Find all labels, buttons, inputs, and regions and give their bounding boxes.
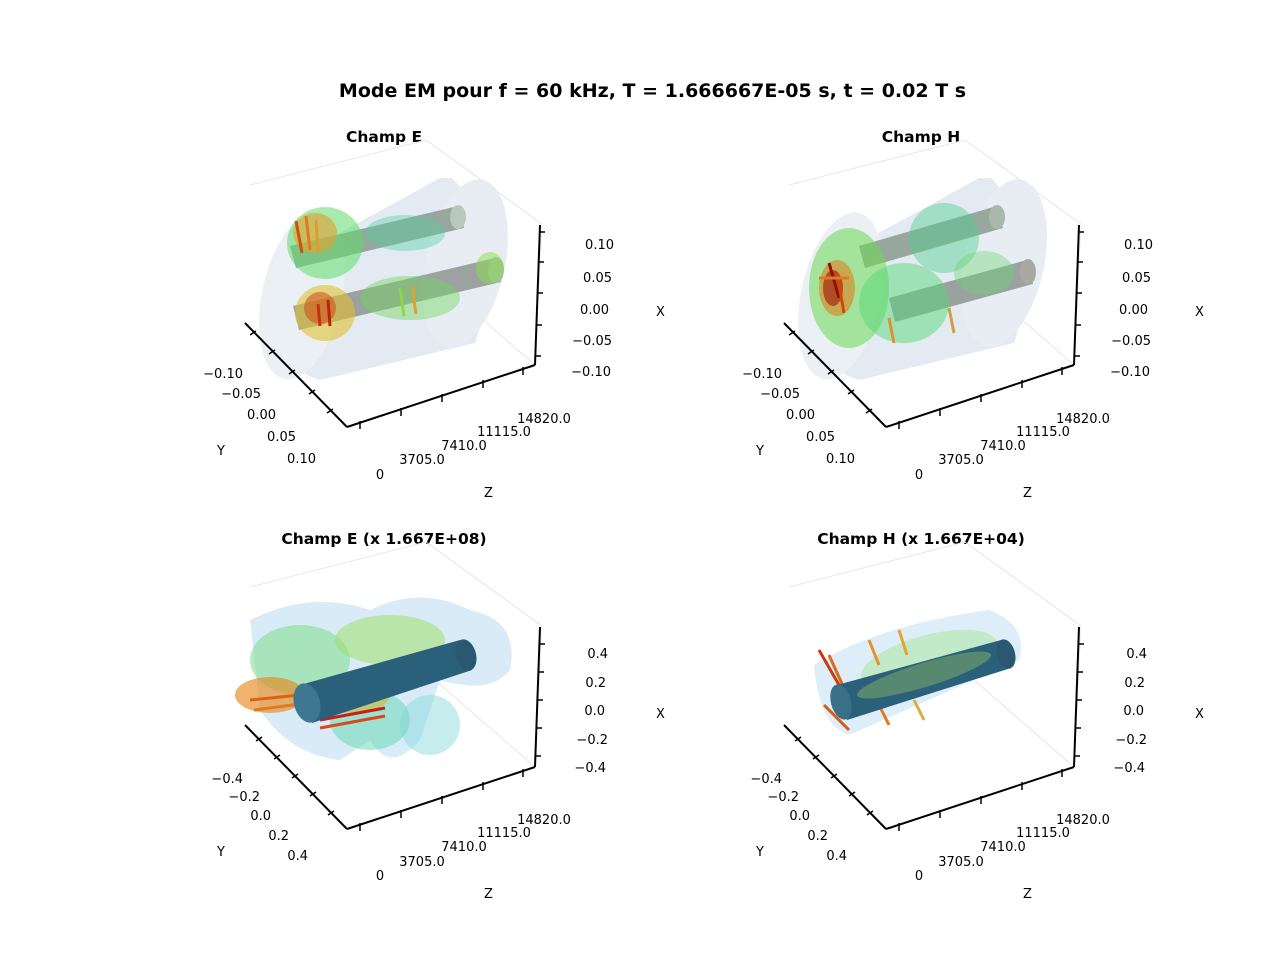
z-axis-label: Z bbox=[1023, 486, 1032, 501]
x-tick: 0.10 bbox=[585, 238, 614, 253]
x-tick: 0.00 bbox=[1119, 303, 1148, 318]
x-tick: 0.2 bbox=[1124, 676, 1145, 691]
axis-lines bbox=[783, 224, 1080, 428]
z-tick: 11115.0 bbox=[1016, 826, 1070, 841]
x-tick: 0.05 bbox=[583, 271, 612, 286]
z-tick: 14820.0 bbox=[517, 813, 571, 828]
y-axis-label: Y bbox=[756, 444, 764, 459]
subplot-champ-h-scaled: Champ H (x 1.667E+04) bbox=[729, 530, 1269, 930]
x-tick: −0.05 bbox=[1111, 334, 1151, 349]
plot-3d-area bbox=[783, 541, 1084, 831]
y-tick: −0.05 bbox=[760, 387, 800, 402]
x-axis-label: X bbox=[656, 305, 665, 320]
field-vectors bbox=[287, 207, 504, 341]
y-tick: −0.2 bbox=[767, 790, 799, 805]
x-tick: 0.00 bbox=[580, 303, 609, 318]
subplot-champ-e-scaled: Champ E (x 1.667E+08) bbox=[190, 530, 730, 930]
x-tick: 0.2 bbox=[585, 676, 606, 691]
y-axis-label: Y bbox=[217, 444, 225, 459]
plot-3d-area bbox=[235, 541, 545, 831]
subplot-title: Champ H (x 1.667E+04) bbox=[817, 530, 1025, 548]
z-tick: 11115.0 bbox=[477, 826, 531, 841]
subplot-title: Champ H bbox=[881, 128, 961, 146]
z-tick: 3705.0 bbox=[399, 453, 445, 468]
z-tick: 0 bbox=[375, 869, 385, 884]
z-tick: 14820.0 bbox=[1056, 813, 1110, 828]
x-tick: −0.4 bbox=[574, 761, 606, 776]
axis-ticks bbox=[255, 643, 545, 831]
z-axis-label: Z bbox=[484, 486, 493, 501]
plot-3d-area bbox=[244, 139, 545, 429]
y-tick: 0.00 bbox=[786, 408, 815, 423]
x-tick: −0.10 bbox=[1110, 365, 1150, 380]
inner-cylinder bbox=[830, 639, 1016, 720]
y-tick: −0.4 bbox=[211, 772, 243, 787]
subplot-title: Champ E bbox=[345, 128, 423, 146]
axis-ticks bbox=[249, 231, 545, 429]
x-axis-label: X bbox=[656, 707, 665, 722]
y-tick: 0.4 bbox=[826, 849, 847, 864]
y-tick: 0.05 bbox=[267, 430, 296, 445]
subplot-title: Champ E (x 1.667E+08) bbox=[281, 530, 487, 548]
x-tick: −0.4 bbox=[1113, 761, 1145, 776]
y-tick: −0.2 bbox=[228, 790, 260, 805]
x-tick: 0.05 bbox=[1122, 271, 1151, 286]
y-tick: −0.4 bbox=[750, 772, 782, 787]
figure-title: Mode EM pour f = 60 kHz, T = 1.666667E-0… bbox=[338, 80, 967, 102]
x-tick: 0.10 bbox=[1124, 238, 1153, 253]
z-tick: 7410.0 bbox=[980, 439, 1026, 454]
z-tick: 14820.0 bbox=[1056, 412, 1110, 427]
axis-lines bbox=[783, 626, 1080, 830]
z-tick: 3705.0 bbox=[938, 453, 984, 468]
y-axis-label: Y bbox=[217, 845, 225, 860]
x-tick: 0.4 bbox=[587, 647, 608, 662]
plot-3d-area bbox=[783, 139, 1084, 429]
axis-lines bbox=[244, 224, 541, 428]
field-vectors bbox=[809, 203, 1014, 348]
y-tick: 0.05 bbox=[806, 430, 835, 445]
y-tick: 0.0 bbox=[789, 809, 810, 824]
x-axis-label: X bbox=[1195, 707, 1204, 722]
z-tick: 7410.0 bbox=[441, 439, 487, 454]
x-tick: 0.0 bbox=[584, 704, 605, 719]
z-tick: 0 bbox=[914, 869, 924, 884]
y-axis-label: Y bbox=[756, 845, 764, 860]
axis-ticks bbox=[788, 231, 1084, 429]
z-tick: 0 bbox=[375, 468, 385, 483]
z-tick: 0 bbox=[914, 468, 924, 483]
y-tick: 0.2 bbox=[268, 829, 289, 844]
x-tick: 0.4 bbox=[1126, 647, 1147, 662]
z-tick: 3705.0 bbox=[399, 855, 445, 870]
y-tick: 0.2 bbox=[807, 829, 828, 844]
x-tick: −0.2 bbox=[576, 733, 608, 748]
z-tick: 11115.0 bbox=[1016, 425, 1070, 440]
y-tick: −0.05 bbox=[221, 387, 261, 402]
subplot-champ-h: Champ H bbox=[729, 128, 1269, 528]
y-tick: 0.0 bbox=[250, 809, 271, 824]
y-tick: 0.4 bbox=[287, 849, 308, 864]
z-tick: 7410.0 bbox=[980, 840, 1026, 855]
z-tick: 14820.0 bbox=[517, 412, 571, 427]
x-tick: 0.0 bbox=[1123, 704, 1144, 719]
x-tick: −0.05 bbox=[572, 334, 612, 349]
z-tick: 7410.0 bbox=[441, 840, 487, 855]
axis-ticks bbox=[794, 643, 1084, 831]
z-axis-label: Z bbox=[1023, 887, 1032, 902]
y-tick: 0.10 bbox=[826, 452, 855, 467]
x-axis-label: X bbox=[1195, 305, 1204, 320]
y-tick: 0.00 bbox=[247, 408, 276, 423]
z-axis-label: Z bbox=[484, 887, 493, 902]
inner-cylinder bbox=[293, 639, 477, 723]
x-tick: −0.10 bbox=[571, 365, 611, 380]
y-tick: 0.10 bbox=[287, 452, 316, 467]
x-tick: −0.2 bbox=[1115, 733, 1147, 748]
z-tick: 11115.0 bbox=[477, 425, 531, 440]
y-tick: −0.10 bbox=[203, 367, 243, 382]
z-tick: 3705.0 bbox=[938, 855, 984, 870]
axis-lines bbox=[244, 626, 541, 830]
subplot-champ-e: Champ E bbox=[190, 128, 730, 528]
y-tick: −0.10 bbox=[742, 367, 782, 382]
